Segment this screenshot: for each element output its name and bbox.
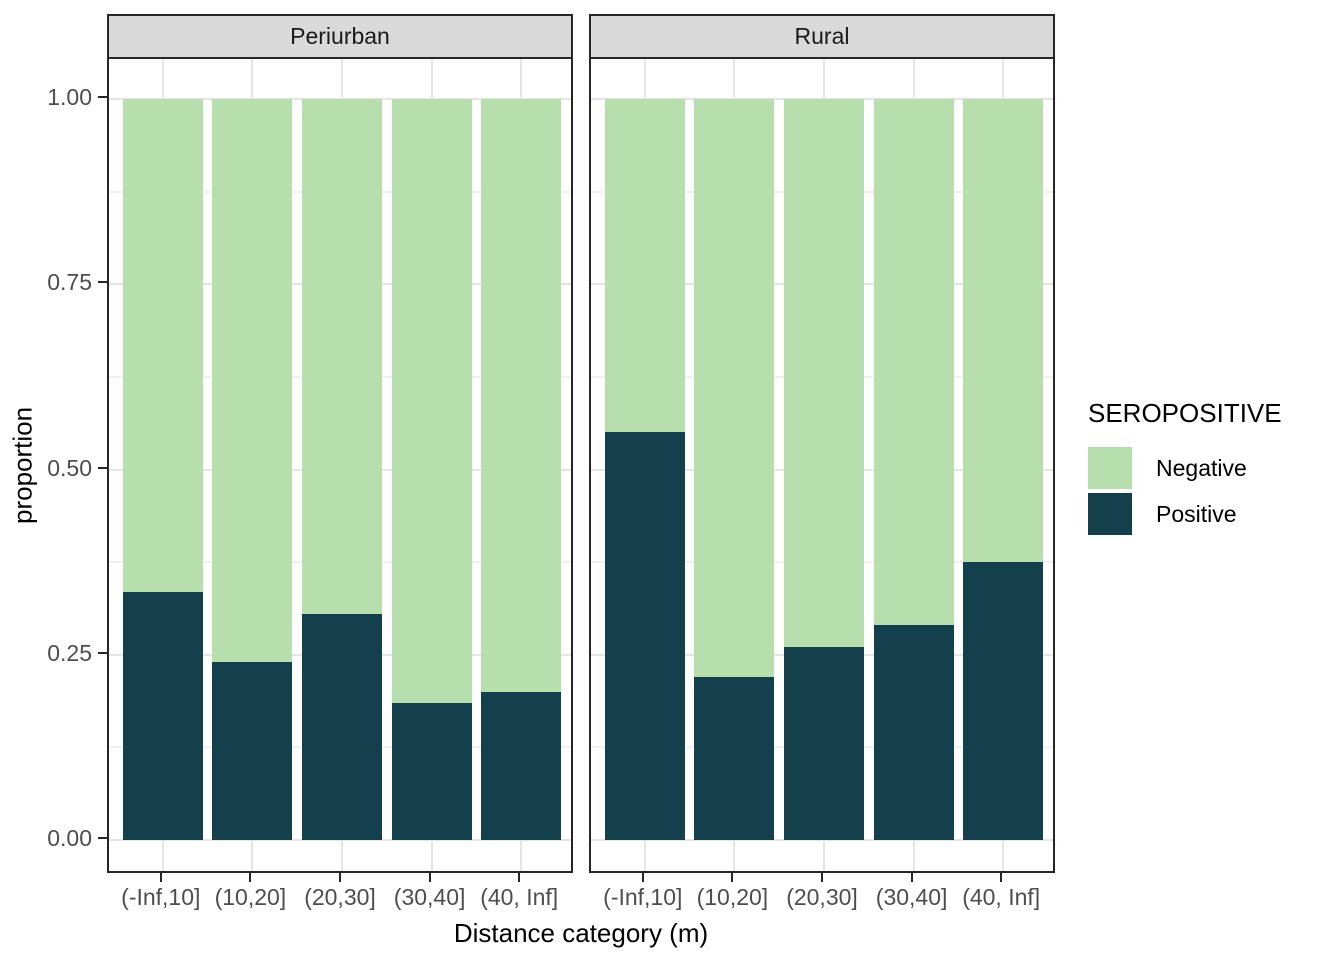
bar-segment-positive — [302, 614, 382, 840]
bar-stack — [604, 99, 685, 840]
x-tick-mark — [159, 873, 162, 882]
x-tick-label: (-Inf,10] — [121, 884, 201, 910]
legend-swatch-negative-icon — [1088, 447, 1132, 489]
facet-strip: Rural — [589, 14, 1055, 57]
x-tick-mark — [1000, 873, 1003, 882]
x-tick-label: (10,20] — [214, 884, 287, 910]
bar-segment-negative — [784, 99, 864, 647]
x-tick-label: (40, Inf] — [480, 884, 559, 910]
bar-segment-negative — [481, 99, 562, 692]
legend-keys: Negative Positive — [1088, 447, 1338, 535]
x-tick-label: (-Inf,10] — [603, 884, 683, 910]
bar-stack — [873, 99, 954, 840]
facet-strip: Periurban — [107, 14, 573, 57]
bar-segment-negative — [604, 99, 685, 432]
bar-segment-negative — [302, 99, 382, 614]
y-tick-mark — [98, 651, 107, 654]
legend-key: Negative — [1088, 447, 1338, 489]
legend-key-label: Negative — [1156, 454, 1247, 481]
bar-stack — [784, 99, 864, 840]
bar-segment-positive — [604, 432, 685, 840]
bar-segment-negative — [694, 99, 775, 677]
x-tick-mark — [910, 873, 913, 882]
bar-stack — [694, 99, 775, 840]
bar-stack — [481, 99, 562, 840]
y-tick-label: 1.00 — [47, 84, 92, 110]
y-tick-mark — [98, 837, 107, 839]
bar-segment-positive — [873, 625, 954, 840]
bar-segment-negative — [873, 99, 954, 625]
bar-segment-negative — [391, 99, 472, 703]
y-tick-label: 0.50 — [47, 454, 92, 481]
y-tick-label: 0.00 — [47, 825, 92, 851]
bar-stack — [963, 99, 1044, 840]
facet-strip-label: Rural — [794, 23, 850, 49]
bar-stack — [302, 99, 382, 840]
legend-key-label: Positive — [1156, 500, 1237, 527]
y-tick-label: 0.25 — [47, 639, 92, 666]
x-tick-mark — [339, 873, 341, 882]
x-tick-label: (20,30] — [786, 884, 858, 910]
x-tick-mark — [641, 873, 644, 882]
legend-key: Positive — [1088, 493, 1338, 535]
x-tick-label: (30,40] — [875, 884, 948, 910]
bar-stack — [212, 99, 293, 840]
bar-segment-positive — [212, 662, 293, 840]
bar-segment-negative — [212, 99, 293, 662]
bar-segment-negative — [122, 99, 203, 592]
legend-swatch-positive-icon — [1088, 493, 1132, 535]
y-tick-label: 0.75 — [47, 269, 92, 296]
bar-stack — [122, 99, 203, 840]
gridline-major — [591, 839, 1053, 841]
y-axis-title: proportion — [7, 406, 38, 524]
bar-segment-positive — [963, 562, 1044, 840]
x-tick-mark — [518, 873, 521, 882]
bar-segment-positive — [694, 677, 775, 840]
x-axis-title: Distance category (m) — [453, 918, 709, 948]
bar-segment-positive — [784, 647, 864, 840]
bar-segment-positive — [391, 703, 472, 840]
facet-strip-label: Periurban — [290, 23, 390, 49]
chart-panel — [107, 57, 573, 873]
x-tick-label: (20,30] — [304, 884, 376, 910]
x-tick-label: (30,40] — [393, 884, 466, 910]
bar-stack — [391, 99, 472, 840]
bar-segment-negative — [963, 99, 1044, 562]
x-tick-mark — [821, 873, 823, 882]
x-tick-mark — [249, 873, 252, 882]
gridline-major — [109, 839, 571, 841]
x-tick-label: (10,20] — [696, 884, 769, 910]
x-tick-mark — [428, 873, 431, 882]
y-tick-mark — [98, 466, 107, 469]
legend: SEROPOSITIVE Negative Positive — [1088, 398, 1338, 539]
chart-panel — [589, 57, 1055, 873]
bar-segment-positive — [481, 692, 562, 840]
y-tick-mark — [98, 281, 107, 284]
x-tick-label: (40, Inf] — [962, 884, 1041, 910]
legend-title: SEROPOSITIVE — [1088, 398, 1282, 428]
x-tick-mark — [731, 873, 734, 882]
bar-segment-positive — [122, 592, 203, 840]
y-tick-mark — [98, 96, 107, 98]
